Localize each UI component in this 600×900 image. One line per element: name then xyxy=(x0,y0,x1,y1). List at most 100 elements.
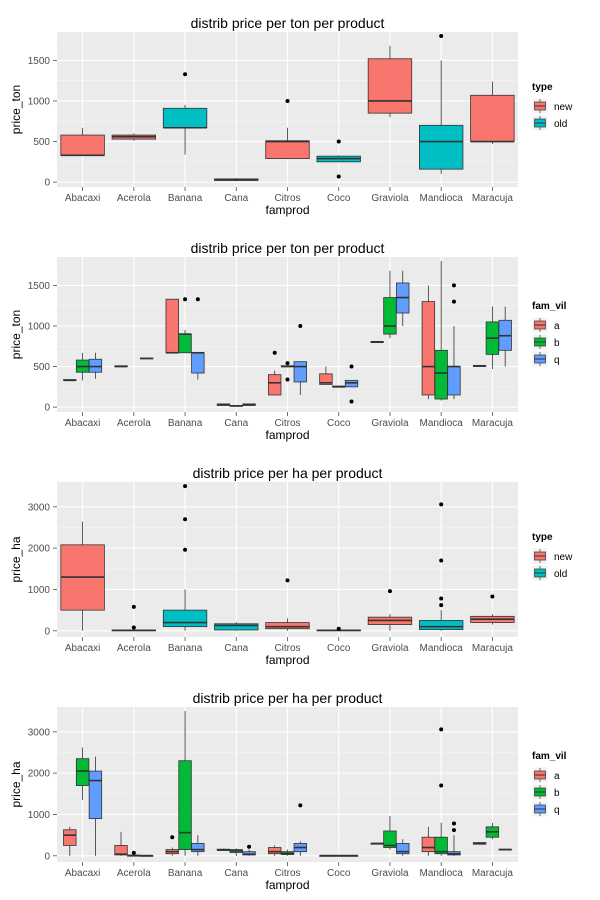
box-banana-old xyxy=(162,484,208,631)
box-cana-a xyxy=(216,403,231,406)
box-body xyxy=(421,836,436,853)
box-body xyxy=(191,352,205,374)
x-tick-label: Graviola xyxy=(371,868,409,879)
outlier-point xyxy=(285,98,290,103)
legend-label: new xyxy=(554,102,573,113)
box-citros-a xyxy=(268,350,282,396)
x-tick-label: Abacaxi xyxy=(65,193,101,204)
box-citros-q xyxy=(293,323,307,395)
box-maracuja-a xyxy=(472,842,487,845)
box-body xyxy=(242,851,256,856)
outlier-point xyxy=(170,835,175,840)
y-axis-title: price_ha xyxy=(9,761,23,807)
legend-label: old xyxy=(554,119,567,130)
outlier-point xyxy=(272,350,277,355)
x-tick-label: Maracuja xyxy=(472,193,514,204)
box-citros-a xyxy=(268,845,282,856)
y-tick-label: 1000 xyxy=(28,585,51,596)
legend-label: old xyxy=(554,569,567,580)
y-tick-label: 1000 xyxy=(28,321,51,332)
box-body xyxy=(344,379,359,388)
outlier-point xyxy=(451,821,456,826)
box-body xyxy=(88,770,103,819)
x-axis-title: famprod xyxy=(265,653,309,667)
box-maracuja-new xyxy=(470,594,515,625)
outlier-point xyxy=(285,578,290,583)
box-cana-b xyxy=(229,405,243,407)
chart-title: distrib price per ha per product xyxy=(193,465,383,481)
box-body xyxy=(293,361,307,383)
legend-label: q xyxy=(554,355,560,366)
x-tick-label: Citros xyxy=(274,193,300,204)
box-coco-a xyxy=(319,854,333,857)
x-tick-label: Maracuja xyxy=(472,868,514,879)
box-acerola-new xyxy=(111,133,157,141)
box-acerola-a xyxy=(114,365,128,368)
box-abacaxi-new xyxy=(60,521,105,631)
box-body xyxy=(88,358,103,373)
x-tick-label: Coco xyxy=(327,643,351,654)
x-tick-label: Banana xyxy=(168,193,203,204)
outlier-point xyxy=(387,589,392,594)
outlier-point xyxy=(183,484,188,489)
y-tick-label: 0 xyxy=(44,403,50,414)
x-tick-label: Coco xyxy=(327,193,351,204)
x-tick-label: Citros xyxy=(274,643,300,654)
legend-label: q xyxy=(554,805,560,816)
box-abacaxi-new xyxy=(60,127,105,157)
box-body xyxy=(63,829,77,846)
outlier-point xyxy=(451,299,456,304)
legend-title: fam_vil xyxy=(532,301,567,312)
y-tick-label: 500 xyxy=(33,137,50,148)
outlier-point xyxy=(349,364,354,369)
outlier-point xyxy=(439,34,444,39)
x-tick-label: Maracuja xyxy=(472,643,514,654)
y-tick-label: 500 xyxy=(33,362,50,373)
legend-title: fam_vil xyxy=(532,751,567,762)
box-body xyxy=(470,94,515,142)
box-graviola-b xyxy=(383,816,397,850)
y-tick-label: 0 xyxy=(44,626,50,637)
outlier-point xyxy=(285,361,290,366)
x-tick-label: Cana xyxy=(224,868,248,879)
box-banana-q xyxy=(191,297,205,380)
outlier-point xyxy=(285,377,290,382)
box-coco-b xyxy=(332,854,346,857)
box-body xyxy=(367,58,413,114)
x-tick-label: Abacaxi xyxy=(65,418,101,429)
box-body xyxy=(214,623,259,631)
x-tick-label: Citros xyxy=(274,868,300,879)
outlier-point xyxy=(439,502,444,507)
box-citros-new xyxy=(265,578,310,631)
x-tick-label: Acerola xyxy=(117,868,151,879)
box-cana-q xyxy=(242,844,256,856)
x-tick-label: Banana xyxy=(168,643,203,654)
legend-title: type xyxy=(532,532,553,543)
outlier-point xyxy=(439,727,444,732)
box-maracuja-a xyxy=(472,364,487,367)
x-tick-label: Banana xyxy=(168,868,203,879)
x-axis-title: famprod xyxy=(265,203,309,217)
y-tick-label: 1500 xyxy=(28,281,51,292)
x-tick-label: Graviola xyxy=(371,193,409,204)
box-body xyxy=(421,301,436,396)
box-citros-b xyxy=(280,849,295,856)
x-tick-label: Cana xyxy=(224,193,248,204)
box-graviola-new xyxy=(367,45,413,118)
box-coco-b xyxy=(332,385,346,388)
box-coco-q xyxy=(344,854,359,857)
box-mandioca-q xyxy=(447,283,461,400)
box-coco-old xyxy=(316,139,361,179)
box-body xyxy=(418,124,464,170)
box-mandioca-old xyxy=(418,502,464,631)
legend-label: a xyxy=(554,321,560,332)
box-body xyxy=(383,297,397,335)
y-tick-label: 3000 xyxy=(28,502,51,513)
box-body xyxy=(319,373,333,385)
x-tick-label: Mandioca xyxy=(419,643,463,654)
box-banana-b xyxy=(178,297,192,354)
